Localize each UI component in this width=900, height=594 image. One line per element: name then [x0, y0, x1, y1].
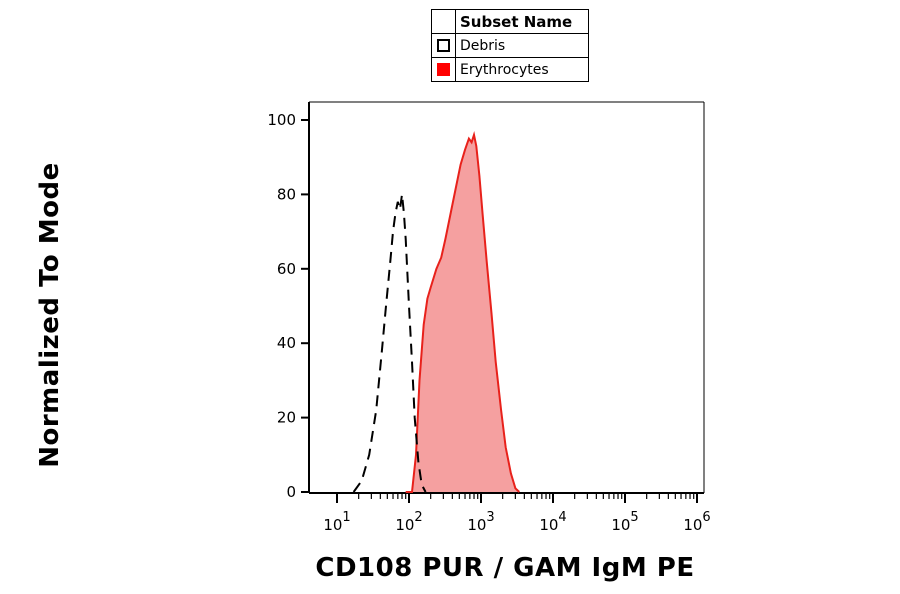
y-tick-label: 60	[277, 260, 296, 278]
series-erythrocytes-fill	[405, 134, 520, 492]
y-tick-label: 0	[286, 483, 296, 501]
legend: Subset Name Debris Erythrocytes	[431, 9, 589, 82]
y-tick-label: 20	[277, 409, 296, 427]
y-tick-label: 40	[277, 334, 296, 352]
x-tick-label: 101	[323, 510, 350, 534]
x-tick-label: 103	[467, 510, 494, 534]
ticks-layer: 0 20 40 60 80 100 101 102 103 104 105 106	[267, 111, 710, 534]
series-debris-line	[352, 194, 427, 493]
series-layer	[352, 131, 520, 493]
y-tick-label: 80	[277, 185, 296, 203]
series-erythrocytes-line	[405, 131, 520, 493]
x-tick-label: 106	[683, 510, 710, 534]
x-tick-label: 102	[395, 510, 422, 534]
x-tick-label: 105	[611, 510, 638, 534]
legend-swatch-erythrocytes	[437, 63, 450, 76]
legend-swatch-debris	[437, 39, 450, 52]
x-tick-label: 104	[539, 510, 566, 534]
x-axis-label: CD108 PUR / GAM IgM PE	[315, 553, 695, 583]
axes	[308, 101, 705, 494]
legend-item-erythrocytes: Erythrocytes	[431, 57, 589, 82]
legend-label-debris: Debris	[455, 33, 589, 58]
y-tick-label: 100	[267, 111, 296, 129]
legend-label-erythrocytes: Erythrocytes	[455, 57, 589, 82]
y-axis-label: Normalized To Mode	[35, 162, 65, 468]
